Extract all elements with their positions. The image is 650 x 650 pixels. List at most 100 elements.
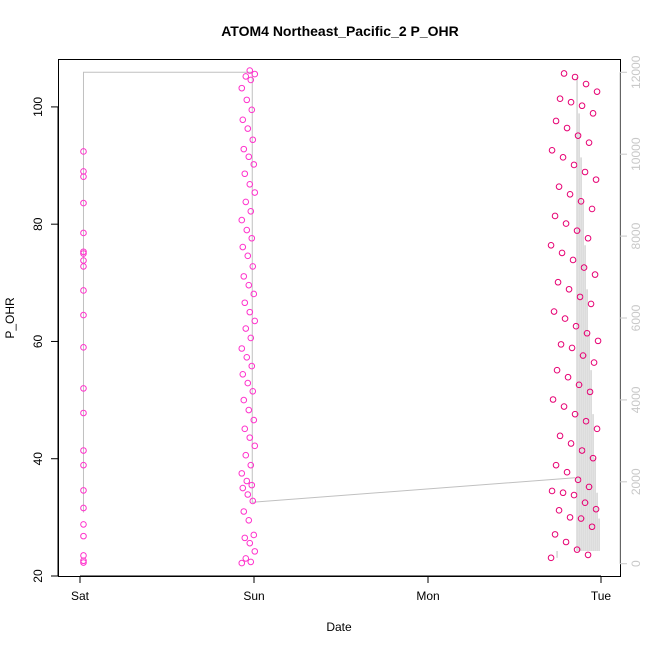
data-point — [248, 234, 256, 242]
data-point — [80, 532, 87, 540]
data-point — [577, 198, 585, 205]
x-axis-label: Date — [326, 620, 352, 634]
data-point — [80, 148, 87, 155]
data-point — [245, 153, 253, 161]
data-point — [80, 199, 87, 207]
data-point — [80, 250, 87, 257]
data-point — [585, 139, 593, 146]
data-point — [80, 504, 87, 512]
data-point — [80, 487, 87, 494]
data-point — [584, 551, 592, 559]
y2-tick-label: 8000 — [629, 222, 643, 249]
data-point — [251, 442, 259, 450]
data-point — [250, 161, 258, 168]
data-point — [572, 322, 580, 330]
data-point — [548, 487, 556, 495]
data-point — [574, 476, 582, 484]
data-point — [591, 271, 599, 278]
data-point — [589, 110, 597, 117]
plot-frame — [58, 59, 621, 577]
y2-tick-label: 12000 — [629, 55, 643, 89]
data-point — [240, 396, 248, 404]
data-point — [244, 252, 252, 260]
data-point — [239, 484, 247, 492]
data-point — [247, 334, 255, 342]
data-point — [247, 558, 255, 566]
data-point — [244, 379, 252, 387]
data-point — [580, 264, 588, 271]
data-point — [583, 329, 591, 337]
data-point — [550, 308, 558, 315]
data-point — [588, 523, 596, 531]
data-point — [80, 168, 87, 175]
data-point — [588, 205, 596, 213]
data-point — [552, 461, 560, 469]
data-point — [240, 273, 248, 280]
y-tick-label: 20 — [31, 569, 45, 583]
data-point — [245, 281, 253, 289]
data-point — [241, 425, 249, 433]
data-point — [246, 308, 254, 316]
y2-tick-label: 0 — [629, 560, 643, 567]
data-point — [251, 189, 259, 196]
data-point — [562, 538, 570, 546]
data-point — [80, 311, 87, 319]
y2-tick-label: 10000 — [629, 137, 643, 171]
right-axis-series — [82, 71, 600, 558]
data-point — [565, 285, 573, 293]
data-point — [247, 461, 255, 469]
data-point — [593, 425, 601, 433]
y2-tick-label: 2000 — [629, 468, 643, 495]
y2-tick-label: 4000 — [629, 386, 643, 413]
data-point — [245, 516, 253, 524]
data-point — [576, 293, 584, 301]
data-point — [552, 117, 560, 125]
data-point — [569, 256, 577, 264]
data-point — [243, 353, 251, 361]
x-axis: Sat Sun Mon Tue — [71, 575, 612, 603]
data-point — [592, 505, 600, 513]
data-point — [578, 447, 586, 454]
data-point — [80, 447, 87, 454]
data-point — [80, 409, 87, 417]
data-point — [249, 497, 257, 505]
data-point — [251, 317, 259, 325]
data-point — [549, 396, 557, 403]
data-point — [250, 416, 258, 424]
data-point — [248, 481, 256, 489]
data-point — [239, 243, 247, 251]
data-point — [244, 125, 252, 132]
data-point — [571, 73, 579, 81]
data-point — [238, 559, 246, 567]
x-tick-label: Sat — [71, 589, 90, 603]
data-point — [238, 345, 246, 352]
data-point — [570, 161, 578, 169]
data-point — [581, 499, 589, 507]
data-point — [558, 249, 566, 257]
data-point — [584, 234, 592, 242]
data-point — [575, 381, 583, 389]
data-point — [593, 88, 601, 95]
x-tick-label: Sun — [243, 589, 264, 603]
data-point — [251, 70, 259, 78]
data-point — [246, 181, 254, 188]
data-point — [251, 548, 259, 555]
x-tick-label: Tue — [591, 589, 612, 603]
data-point — [557, 341, 565, 348]
y-axis-label: P_OHR — [3, 297, 17, 339]
data-point — [574, 132, 582, 139]
y2-tick-label: 6000 — [629, 304, 643, 331]
data-point — [248, 362, 256, 370]
data-point — [238, 470, 246, 477]
data-point — [238, 84, 246, 92]
data-point — [587, 300, 595, 308]
data-point — [573, 546, 581, 553]
data-point — [249, 263, 257, 270]
data-point — [80, 552, 87, 559]
data-point — [243, 226, 251, 234]
data-point — [249, 387, 257, 395]
data-point — [242, 325, 250, 332]
data-point — [578, 102, 586, 110]
data-point — [561, 315, 569, 322]
data-point — [567, 98, 575, 106]
